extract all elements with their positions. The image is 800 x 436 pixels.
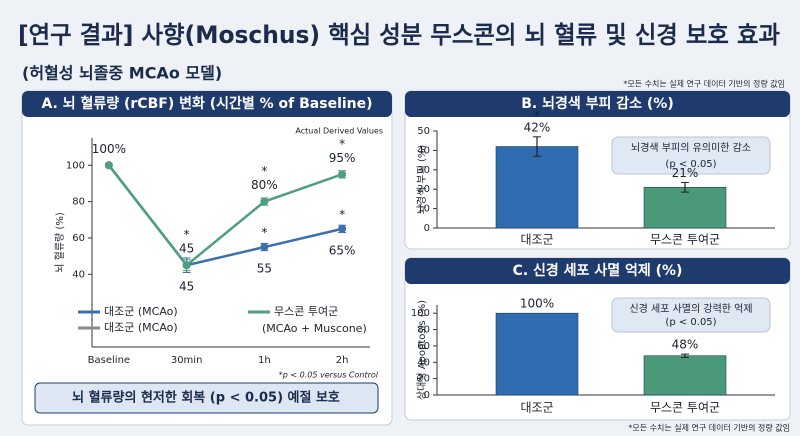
data-point: [338, 224, 347, 233]
bar: [495, 312, 579, 396]
significance-star: *: [339, 207, 345, 221]
page-title: [연구 결과] 사향(Moschus) 핵심 성분 무스콘의 뇌 혈류 및 신경…: [18, 21, 780, 49]
data-point: [260, 243, 269, 252]
callout-box: [611, 297, 771, 333]
y-tick-label: 40: [72, 269, 85, 280]
y-axis-label: 뇌 혈류량 (%): [53, 212, 66, 273]
callout-detail: (p < 0.05): [665, 159, 716, 170]
bar: [495, 146, 579, 229]
value-label: 55: [257, 262, 272, 276]
footer-note: *모든 수치는 실제 연구 데이터 기반의 정량 값임: [628, 423, 790, 433]
corner-note: Actual Derived Values: [295, 127, 383, 136]
data-point: [260, 197, 269, 206]
y-tick-label: 100: [66, 160, 85, 171]
y-tick-label: 60: [417, 341, 430, 352]
y-tick-label: 40: [417, 357, 430, 368]
value-label: 21%: [672, 166, 699, 180]
value-label: 80%: [251, 178, 278, 192]
series-line: [107, 164, 343, 267]
callout-box: [611, 136, 771, 175]
x-tick-label: 대조군: [520, 233, 553, 247]
x-tick-label: 무스콘 투여군: [650, 401, 720, 415]
callout-detail: (p < 0.05): [665, 317, 716, 328]
banner-text: 뇌 혈류량의 현저한 회복 (p < 0.05) 예절 보호: [72, 390, 340, 406]
value-label: 100%: [520, 297, 554, 311]
legend-label: 대조군 (MCAo): [104, 305, 178, 318]
legend-label: 대조군 (MCAo): [104, 321, 178, 334]
page-subtitle: (허혈성 뇌졸중 MCAo 모델): [22, 64, 222, 83]
x-tick-label: 30min: [171, 355, 203, 366]
y-tick-label: 40: [417, 145, 430, 156]
y-tick-label: 10: [417, 204, 430, 215]
value-label: 45: [179, 280, 194, 294]
y-tick-label: 0: [424, 223, 430, 234]
y-tick-label: 80: [72, 197, 85, 208]
legend-label: 무스콘 투여군: [274, 305, 338, 318]
y-axis-label: 뇌경색 부피 (%): [415, 145, 428, 215]
value-label: 42%: [524, 120, 551, 134]
banner-box: [34, 382, 379, 414]
legend-subtitle: (MCAo + Muscone): [262, 322, 367, 335]
x-tick-label: Baseline: [88, 355, 130, 366]
y-tick-label: 80: [417, 325, 430, 336]
panel-b-header: [405, 91, 790, 117]
callout-title: 뇌경색 부피의 유의미한 감소: [631, 141, 751, 154]
panel-title: B. 뇌경색 부피 감소 (%): [521, 95, 673, 112]
y-tick-label: 20: [417, 184, 430, 195]
y-tick-label: 30: [417, 165, 430, 176]
y-tick-label: 100: [411, 308, 430, 319]
y-tick-label: 50: [417, 126, 430, 137]
x-tick-label: 대조군: [520, 401, 553, 415]
y-tick-label: 0: [424, 390, 430, 401]
significance-star: *: [184, 228, 190, 242]
significance-star: *: [261, 164, 267, 178]
bar: [643, 355, 727, 396]
data-point: [182, 261, 191, 270]
significance-star: *: [261, 226, 267, 240]
y-axis-label: 상대적 Apoptosis (%): [416, 300, 428, 400]
value-label: 45: [179, 242, 194, 256]
x-tick-label: 1h: [258, 355, 271, 366]
value-label: 65%: [329, 243, 356, 257]
value-label: 100%: [92, 142, 126, 156]
panel-c-header: [405, 258, 790, 284]
bar: [643, 186, 727, 229]
data-point: [338, 170, 347, 179]
panel-a-header: [22, 91, 392, 117]
callout-title: 신경 세포 사멸의 강력한 억제: [629, 302, 752, 315]
y-tick-label: 60: [72, 233, 85, 244]
panel-title: A. 뇌 혈류량 (rCBF) 변화 (시간별 % of Baseline): [41, 95, 372, 112]
value-label: 95%: [329, 151, 356, 165]
value-label: 48%: [672, 338, 699, 352]
x-tick-label: 무스콘 투여군: [650, 233, 720, 247]
y-tick-label: 20: [417, 374, 430, 385]
panel-title: C. 신경 세포 사멸 억제 (%): [513, 262, 683, 279]
data-point: [104, 161, 113, 170]
footnote: *p < 0.05 versus Control: [279, 371, 379, 380]
data-note: *모든 수치는 실제 연구 데이터 기반의 정량 값임: [623, 79, 785, 89]
x-tick-label: 2h: [336, 355, 349, 366]
significance-star: *: [534, 108, 540, 122]
significance-star: *: [339, 137, 345, 151]
